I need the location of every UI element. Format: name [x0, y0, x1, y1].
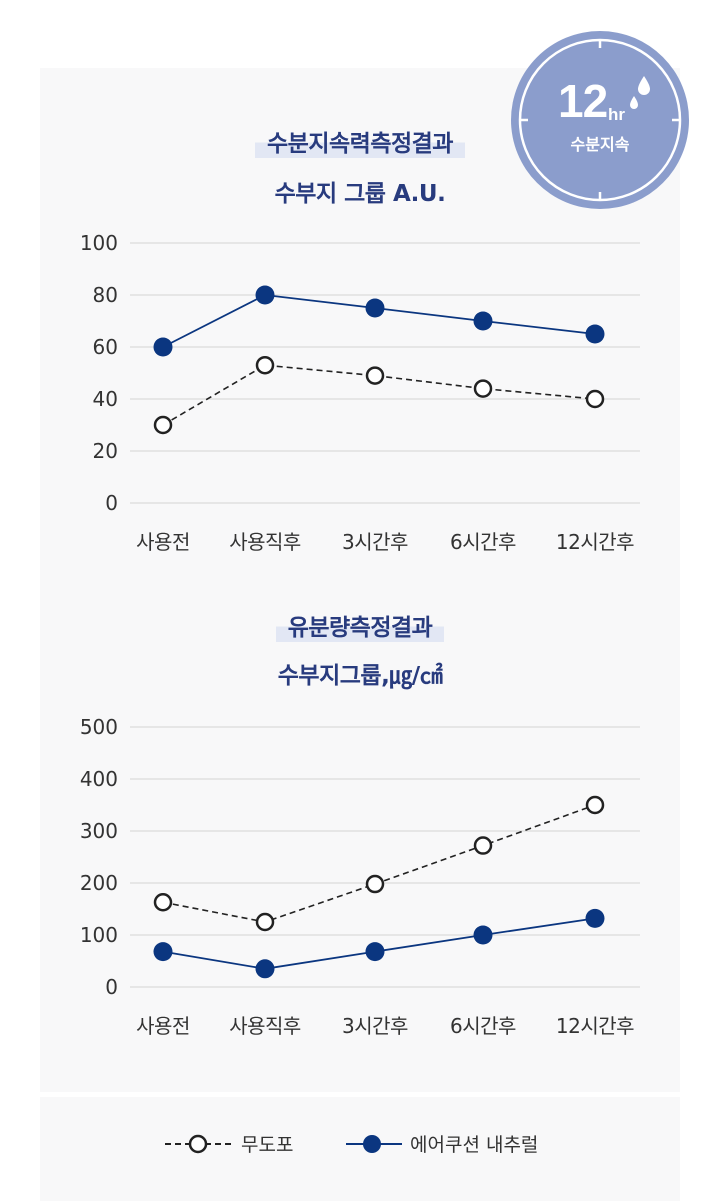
chart1-point-no-application: [585, 389, 605, 409]
chart2-y-tick-label: 500: [80, 715, 118, 739]
chart2-series-line-no-application: [162, 804, 596, 923]
chart2-point-air-cushion: [585, 908, 605, 928]
chart2-x-tick-label: 12시간후: [556, 1014, 634, 1038]
chart1-point-air-cushion: [365, 298, 385, 318]
chart1-point-no-application: [473, 379, 493, 398]
chart2-y-tick-label: 400: [80, 767, 118, 791]
chart1-title: 수분지속력측정결과: [0, 124, 720, 158]
chart1-y-tick-label: 20: [93, 439, 118, 463]
chart2-title-line1: 유분량측정결과: [275, 608, 445, 642]
chart1-x-tick-label: 사용직후: [229, 530, 301, 554]
chart1-series-line-no-application: [162, 364, 596, 426]
chart1-point-air-cushion: [473, 311, 493, 331]
chart2-point-no-application: [365, 874, 385, 894]
chart1-point-air-cushion: [153, 337, 173, 357]
chart2-y-tick-label: 100: [80, 923, 118, 947]
chart2-point-no-application: [153, 892, 173, 912]
chart1-subtitle: 수부지 그룹 A.U.: [274, 181, 446, 207]
chart1-point-air-cushion: [585, 324, 605, 344]
chart2-y-tick-label: 0: [105, 975, 118, 999]
hydration-badge: 12 hr 수분지속: [510, 30, 690, 210]
legend-dashed-open-marker-icon: [165, 1134, 231, 1153]
chart2-subtitle: 수부지그룹,㎍/㎠: [277, 663, 443, 689]
badge-unit: hr: [608, 105, 625, 124]
legend-solid-filled-marker-icon: [346, 1134, 402, 1153]
chart1-y-tick-label: 80: [93, 283, 118, 307]
chart1-x-tick-label: 6시간후: [450, 530, 516, 554]
legend-label-air-cushion: 에어쿠션 내추럴: [410, 1134, 539, 1156]
chart2-point-air-cushion: [365, 942, 385, 962]
legend-card: [40, 1097, 680, 1201]
chart1-y-tick-label: 100: [80, 231, 118, 255]
legend-item-no-application: 무도포: [163, 1130, 293, 1157]
chart2-y-tick-label: 300: [80, 819, 118, 843]
chart2-point-air-cushion: [473, 925, 493, 945]
chart1-point-no-application: [365, 366, 385, 385]
chart1-x-tick-label: 3시간후: [342, 530, 408, 554]
chart1-x-tick-label: 사용전: [136, 530, 190, 554]
legend-label-no-application: 무도포: [241, 1134, 294, 1156]
chart2-point-air-cushion: [153, 942, 173, 962]
water-drops-icon: [630, 76, 650, 109]
chart1-y-tick-label: 60: [93, 335, 118, 359]
chart1-x-tick-label: 12시간후: [556, 530, 634, 554]
badge-circle: [511, 31, 689, 209]
chart1-point-no-application: [255, 355, 275, 375]
chart1-y-tick-label: 40: [93, 387, 118, 411]
legend-item-air-cushion: 에어쿠션 내추럴: [346, 1130, 538, 1157]
chart2-title: 유분량측정결과: [0, 608, 720, 642]
badge-hours: 12: [558, 75, 608, 127]
badge-label: 수분지속: [570, 135, 630, 154]
chart2-point-air-cushion: [255, 959, 275, 979]
chart2-point-no-application: [585, 795, 605, 815]
chart2-point-no-application: [473, 836, 493, 855]
chart2-x-tick-label: 사용직후: [229, 1014, 301, 1038]
chart1-point-air-cushion: [255, 285, 275, 305]
chart2-x-tick-label: 사용전: [136, 1014, 190, 1038]
chart1-point-no-application: [153, 415, 173, 435]
chart2-point-no-application: [255, 912, 275, 932]
chart1-y-tick-label: 0: [105, 491, 118, 515]
chart2-x-tick-label: 3시간후: [342, 1014, 408, 1038]
chart1-title-line1: 수분지속력측정결과: [255, 124, 465, 158]
chart2-y-tick-label: 200: [80, 871, 118, 895]
chart2-x-tick-label: 6시간후: [450, 1014, 516, 1038]
